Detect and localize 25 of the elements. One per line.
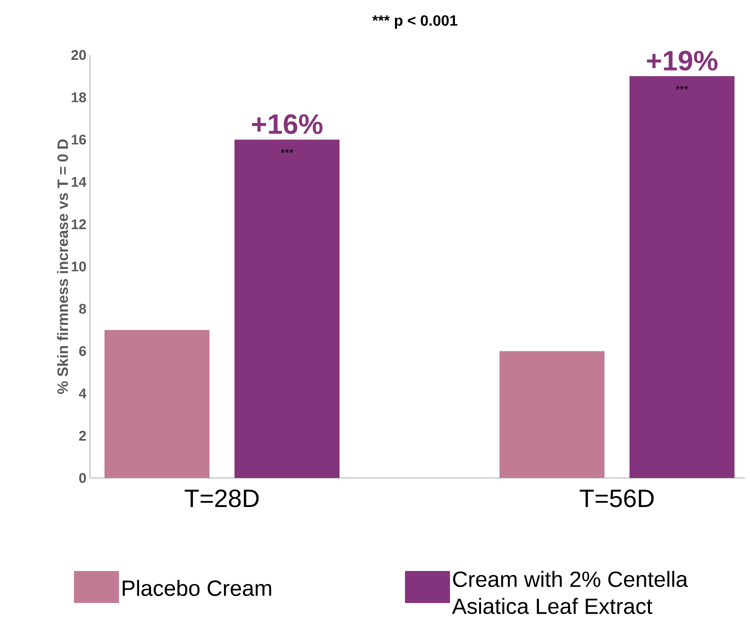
y-tick-label: 4 (78, 388, 86, 398)
bar (104, 330, 210, 478)
data-label: +16% (252, 114, 322, 134)
annotation: *** (676, 86, 688, 90)
bar (629, 76, 734, 478)
annotation: *** (280, 149, 294, 153)
text: *** p < 0.001 (372, 15, 458, 29)
y-tick-label: 6 (79, 346, 86, 356)
y-tick-label: 14 (72, 177, 86, 187)
bar (234, 140, 340, 478)
legend-label: Cream with 2% Centella Asiatica Leaf Extract (452, 570, 688, 614)
x-tick-label: T=56D (580, 490, 654, 508)
y-tick-label: 8 (79, 304, 86, 314)
x-tick-label: T=28D (184, 490, 259, 508)
y-tick-label: 2 (79, 430, 86, 441)
y-tick-label: 18 (72, 92, 86, 102)
y-tick-label: 20 (71, 50, 86, 60)
data-label: +19% (646, 50, 718, 71)
y-axis-title: % Skin firmness increase vs T = 0 D (57, 139, 68, 394)
y-tick-label: 16 (72, 134, 86, 145)
legend-label: Placebo Cream (122, 580, 272, 596)
bar (500, 351, 604, 478)
y-tick-label: 0 (79, 473, 86, 483)
y-tick-label: 10 (72, 262, 86, 272)
y-tick-label: 12 (72, 219, 86, 230)
